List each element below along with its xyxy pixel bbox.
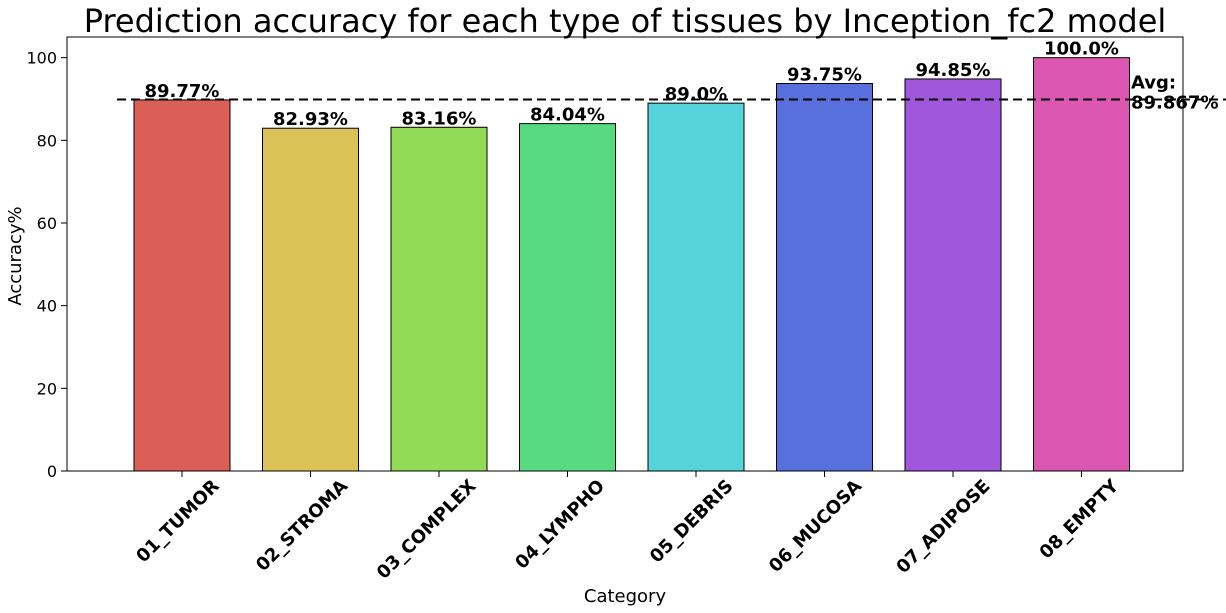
y-axis-label: Accuracy% (5, 206, 26, 305)
x-tick-label: 07_ADIPOSE (892, 476, 994, 578)
data-label: 100.0% (1044, 39, 1119, 60)
x-tick-label: 02_STROMA (252, 476, 352, 576)
plot-frame (66, 36, 1184, 472)
average-label-title: Avg: (1131, 73, 1176, 94)
y-tick-label: 0 (47, 462, 57, 481)
x-axis-label: Category (584, 586, 667, 607)
x-tick-label: 06_MUCOSA (765, 476, 866, 577)
chart-title: Prediction accuracy for each type of tis… (84, 2, 1167, 40)
average-label-value: 89.867% (1131, 93, 1219, 114)
y-tick-label: 100 (26, 49, 57, 68)
data-label: 94.85% (916, 60, 991, 81)
data-label: 82.93% (273, 109, 348, 130)
y-tick-label: 20 (37, 379, 57, 398)
x-ticks-group: 01_TUMOR 02_STROMA 03_COMPLEX 04_LYMPHO 05_D… (132, 471, 1124, 584)
y-ticks-group: 0 20 40 60 80 100 (26, 49, 67, 481)
bars-group: 89.77% 82.93% 83.16% 84.04% 89.0% 93.75% 94.85… (133, 39, 1130, 472)
x-tick-label: 05_DEBRIS (646, 476, 738, 568)
y-tick-label: 60 (37, 214, 57, 233)
bar (390, 126, 488, 472)
data-label: 83.16% (402, 108, 477, 129)
bar (133, 99, 231, 472)
data-label: 84.04% (530, 105, 605, 126)
x-tick-label: 03_COMPLEX (373, 476, 481, 584)
x-tick-label: 08_EMPTY (1036, 475, 1124, 563)
data-label: 89.0% (665, 84, 727, 105)
bar (519, 123, 616, 472)
data-label: 93.75% (787, 65, 862, 86)
y-tick-label: 40 (37, 297, 57, 316)
bar (904, 78, 1002, 472)
bar (262, 127, 359, 472)
x-tick-label: 04_LYMPHO (511, 476, 609, 574)
data-label: 89.77% (145, 81, 220, 102)
bar (1033, 57, 1130, 472)
bar (776, 83, 873, 472)
x-tick-label: 01_TUMOR (132, 476, 223, 567)
y-tick-label: 80 (37, 131, 57, 150)
bar (647, 102, 745, 472)
